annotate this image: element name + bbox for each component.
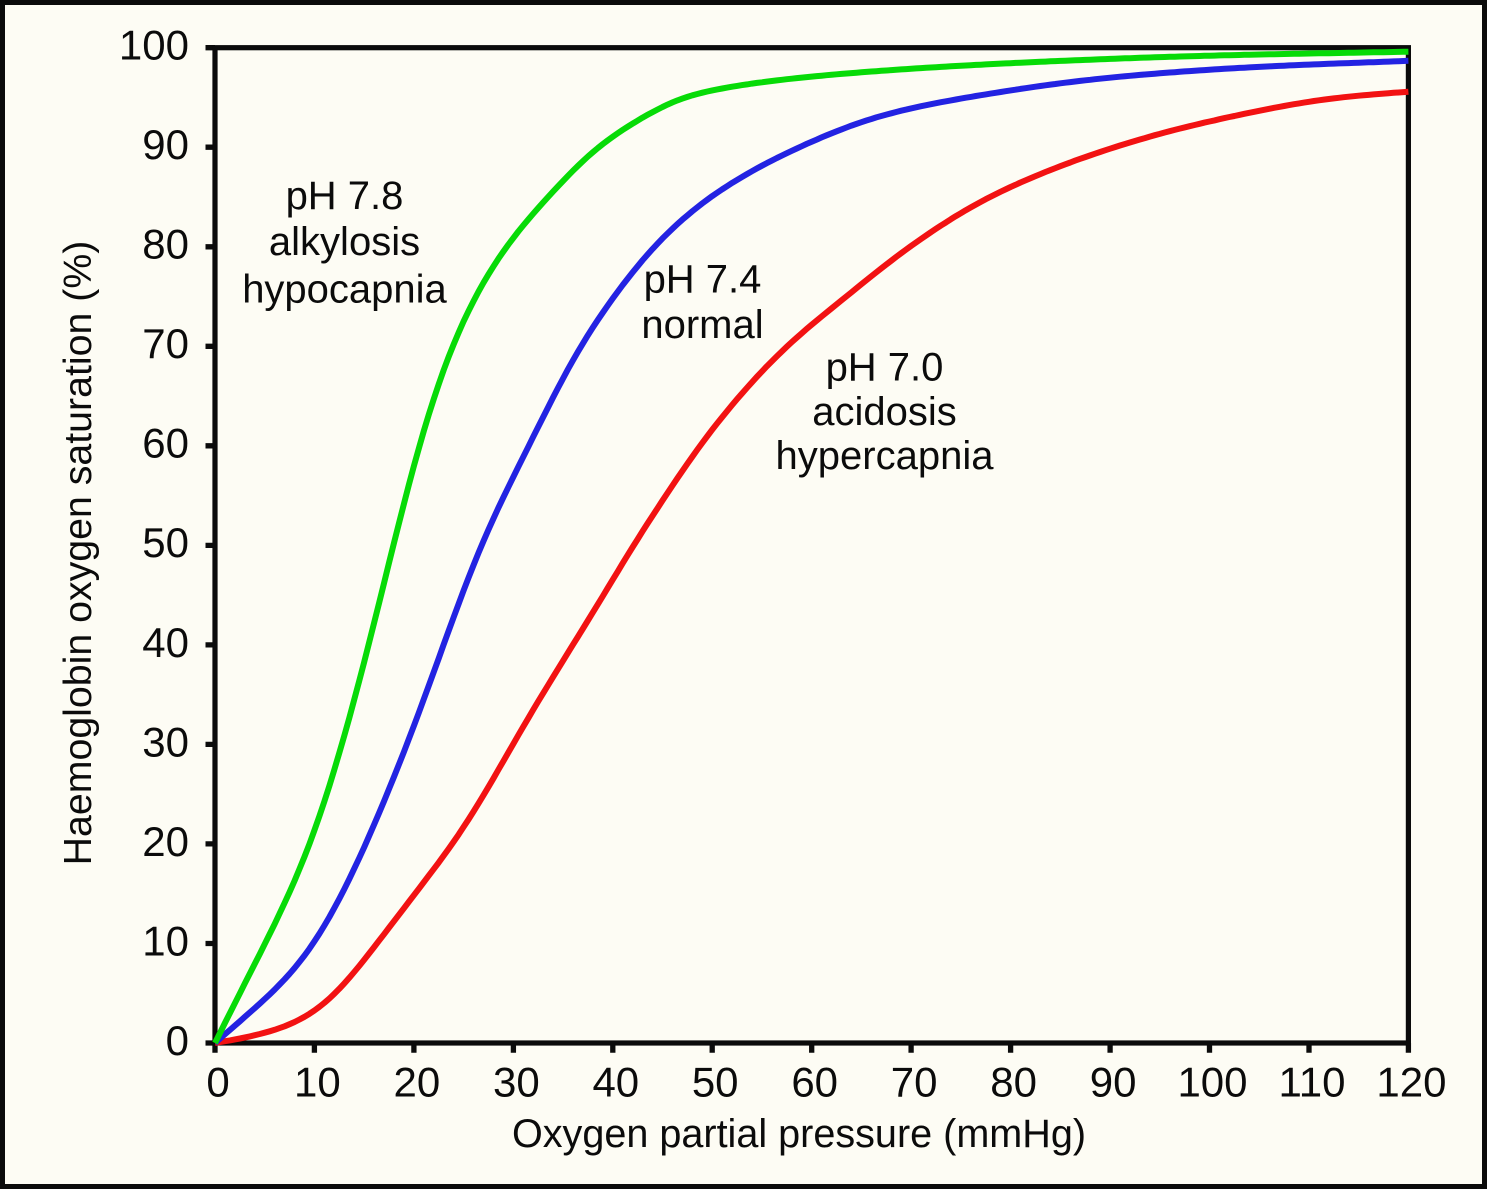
svg-text:hypocapnia: hypocapnia bbox=[242, 267, 447, 311]
svg-text:10: 10 bbox=[294, 1059, 341, 1106]
svg-text:70: 70 bbox=[142, 320, 189, 367]
svg-text:90: 90 bbox=[142, 121, 189, 168]
svg-text:40: 40 bbox=[592, 1059, 639, 1106]
svg-text:30: 30 bbox=[493, 1059, 540, 1106]
svg-text:pH 7.4: pH 7.4 bbox=[644, 258, 762, 302]
svg-text:80: 80 bbox=[142, 221, 189, 268]
svg-text:100: 100 bbox=[119, 22, 189, 69]
svg-text:80: 80 bbox=[990, 1059, 1037, 1106]
svg-text:110: 110 bbox=[1279, 1059, 1346, 1106]
svg-text:acidosis: acidosis bbox=[812, 390, 957, 434]
svg-text:hypercapnia: hypercapnia bbox=[776, 434, 995, 478]
svg-text:alkylosis: alkylosis bbox=[269, 220, 420, 264]
svg-text:40: 40 bbox=[142, 619, 189, 666]
svg-text:50: 50 bbox=[692, 1059, 739, 1106]
svg-text:20: 20 bbox=[394, 1059, 441, 1106]
svg-text:60: 60 bbox=[142, 420, 189, 467]
svg-text:70: 70 bbox=[891, 1059, 938, 1106]
svg-text:Oxygen partial pressure (mmHg): Oxygen partial pressure (mmHg) bbox=[512, 1112, 1086, 1156]
svg-text:20: 20 bbox=[142, 818, 189, 865]
svg-text:100: 100 bbox=[1177, 1059, 1247, 1106]
svg-text:0: 0 bbox=[166, 1017, 189, 1064]
svg-text:120: 120 bbox=[1376, 1059, 1446, 1106]
svg-text:normal: normal bbox=[641, 303, 763, 347]
svg-text:0: 0 bbox=[206, 1059, 229, 1106]
svg-text:10: 10 bbox=[142, 917, 189, 964]
svg-text:Haemoglobin oxygen saturation: Haemoglobin oxygen saturation (%) bbox=[56, 241, 100, 866]
svg-text:pH 7.8: pH 7.8 bbox=[286, 174, 404, 218]
svg-text:pH 7.0: pH 7.0 bbox=[826, 345, 944, 389]
svg-text:30: 30 bbox=[142, 718, 189, 765]
svg-text:60: 60 bbox=[791, 1059, 838, 1106]
svg-text:90: 90 bbox=[1090, 1059, 1137, 1106]
svg-text:50: 50 bbox=[142, 519, 189, 566]
